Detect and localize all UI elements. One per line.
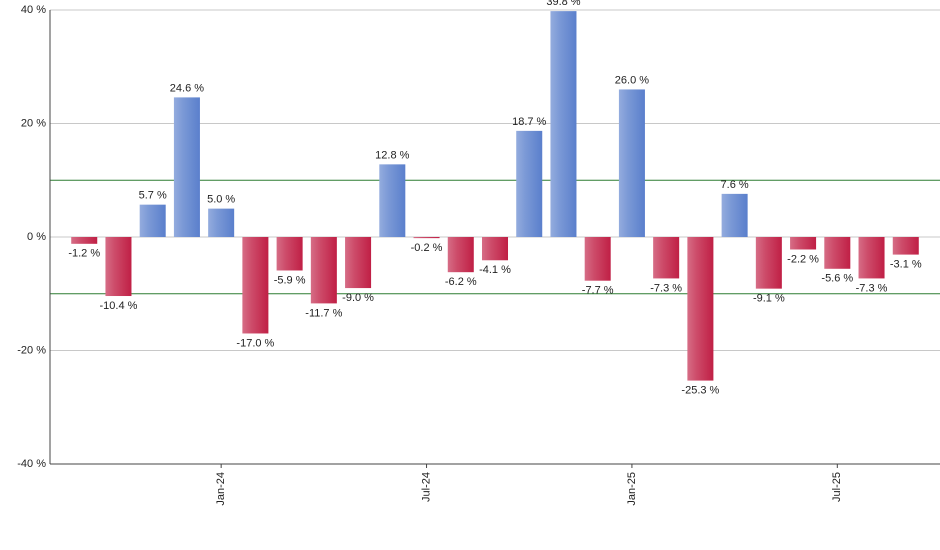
bar	[687, 237, 714, 381]
value-label: 24.6 %	[170, 82, 204, 94]
value-label: -2.2 %	[787, 253, 819, 265]
bar	[345, 237, 372, 289]
value-label: -25.3 %	[681, 384, 719, 396]
value-label: -3.1 %	[890, 258, 922, 270]
bar	[721, 193, 748, 237]
value-label: -5.9 %	[274, 274, 306, 286]
x-tick-label: Jul-24	[420, 472, 432, 502]
value-label: -7.7 %	[582, 285, 614, 297]
bar	[379, 164, 406, 237]
value-label: -1.2 %	[68, 248, 100, 260]
bar	[516, 130, 543, 237]
value-label: -6.2 %	[445, 276, 477, 288]
bar	[447, 237, 474, 273]
x-tick-label: Jan-25	[626, 472, 638, 506]
bar	[858, 237, 885, 279]
y-tick-label: 20 %	[21, 117, 46, 129]
bar	[653, 237, 680, 279]
value-label: -4.1 %	[479, 264, 511, 276]
bar	[584, 237, 611, 281]
bar	[892, 237, 919, 255]
bar	[413, 237, 440, 239]
y-tick-label: 40 %	[21, 4, 46, 16]
bar	[276, 237, 303, 271]
bar	[755, 237, 782, 289]
value-label: 26.0 %	[615, 74, 649, 86]
value-label: 5.7 %	[139, 190, 167, 202]
bar	[208, 208, 235, 237]
bar	[481, 237, 509, 261]
y-tick-label: 0 %	[27, 231, 46, 243]
bar	[310, 237, 337, 304]
value-label: -7.3 %	[856, 282, 888, 294]
value-label: 5.0 %	[207, 194, 235, 206]
bar	[242, 237, 269, 334]
y-tick-label: -40 %	[17, 458, 46, 470]
value-label: -17.0 %	[236, 337, 274, 349]
bar	[71, 237, 98, 244]
value-label: 7.6 %	[721, 179, 749, 191]
value-label: -7.3 %	[650, 282, 682, 294]
bar	[550, 11, 577, 238]
value-label: -9.0 %	[342, 292, 374, 304]
bar	[105, 237, 132, 297]
x-tick-label: Jul-25	[831, 472, 843, 502]
value-label: -0.2 %	[411, 242, 443, 254]
bar	[139, 204, 166, 237]
value-label: 12.8 %	[375, 149, 409, 161]
value-label: 39.8 %	[546, 0, 580, 8]
value-label: -9.1 %	[753, 293, 785, 305]
value-label: -11.7 %	[305, 307, 342, 319]
bar	[173, 97, 200, 238]
value-label: -10.4 %	[100, 300, 138, 312]
y-tick-label: -20 %	[17, 344, 46, 356]
value-label: 18.7 %	[512, 116, 546, 128]
bar	[824, 237, 851, 269]
x-tick-label: Jan-24	[215, 472, 227, 506]
bar	[618, 89, 645, 237]
bar	[790, 237, 817, 250]
value-label: -5.6 %	[821, 273, 853, 285]
